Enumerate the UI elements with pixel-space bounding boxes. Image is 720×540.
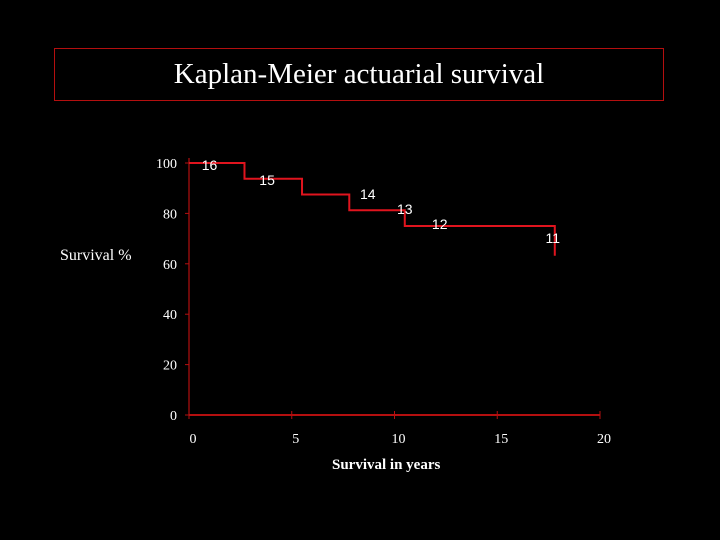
x-tick-label: 15 (494, 432, 508, 447)
chart-title-box: Kaplan-Meier actuarial survival (54, 48, 664, 101)
x-axis-label: Survival in years (332, 457, 441, 473)
data-labels: 16 15 14 13 12 11 (202, 157, 560, 246)
y-tick-label: 0 (170, 409, 177, 424)
survival-step-line (189, 162, 556, 242)
x-tick-label: 10 (392, 432, 406, 447)
data-label: 14 (360, 186, 376, 202)
survival-curve (189, 162, 556, 256)
tick-labels: 0 20 40 60 80 100 0 5 10 15 20 (156, 157, 611, 447)
axes (185, 158, 601, 419)
chart-title: Kaplan-Meier actuarial survival (173, 58, 545, 90)
data-label: 13 (397, 201, 413, 217)
x-tick-label: 5 (292, 432, 299, 447)
y-tick-label: 80 (163, 207, 177, 222)
data-label: 15 (259, 172, 275, 188)
data-label: 12 (432, 216, 448, 232)
x-tick-label: 20 (597, 432, 611, 447)
y-tick-label: 40 (163, 308, 177, 323)
y-tick-label: 100 (156, 157, 177, 172)
y-tick-label: 60 (163, 258, 177, 273)
x-tick-label: 0 (190, 432, 197, 447)
data-label: 16 (202, 157, 218, 173)
y-tick-label: 20 (163, 359, 177, 374)
y-axis-label: Survival % (60, 247, 132, 264)
data-label: 11 (545, 230, 560, 246)
